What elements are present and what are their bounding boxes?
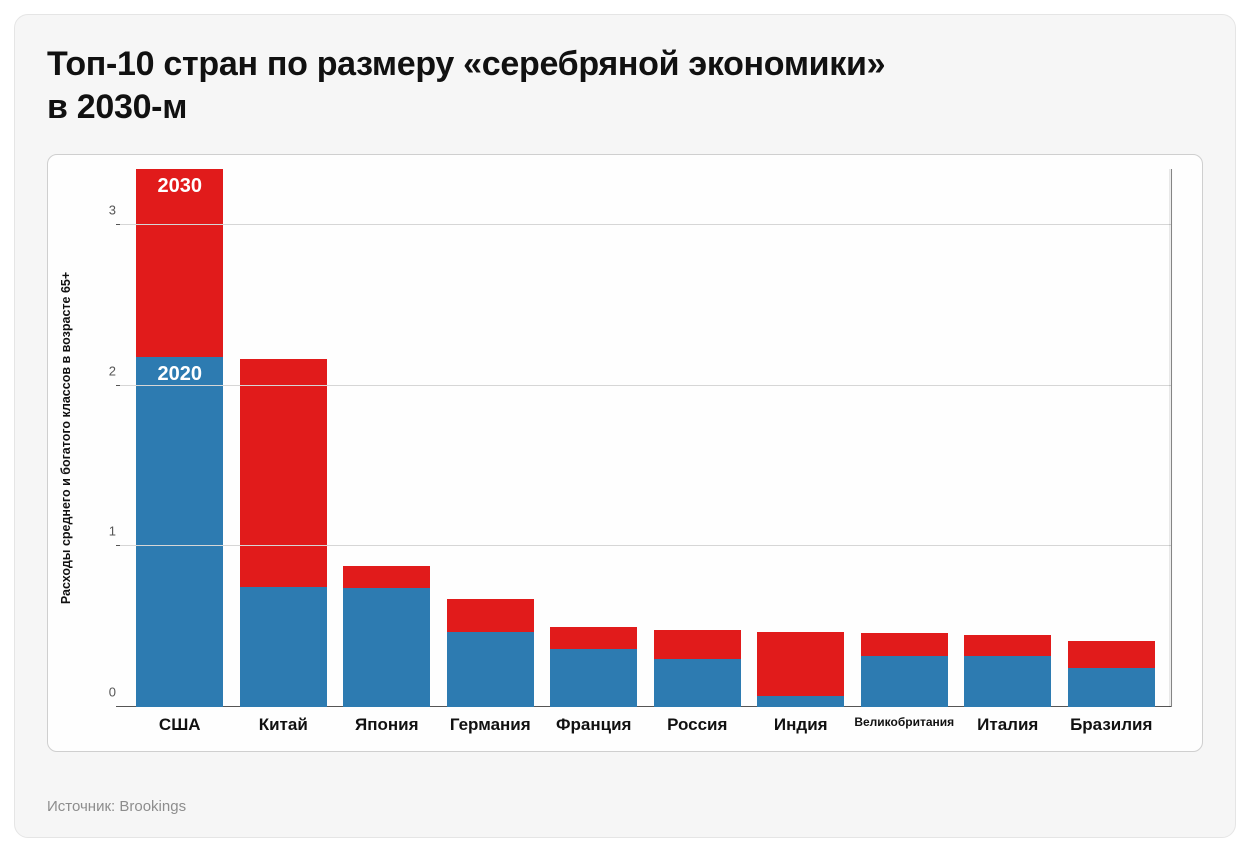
bar-segment-2030 <box>240 359 327 587</box>
bar <box>343 566 430 707</box>
x-axis-label: Италия <box>956 707 1060 735</box>
bar-slot: Великобритания <box>853 169 957 707</box>
bar-segment-2020 <box>447 632 534 707</box>
x-axis-label: Франция <box>542 707 646 735</box>
series-label-2030: 2030 <box>136 175 223 198</box>
y-tick <box>116 224 120 225</box>
chart-card: Топ-10 стран по размеру «серебряной экон… <box>14 14 1236 838</box>
bar <box>861 633 948 707</box>
bar <box>654 630 741 707</box>
bar-segment-2020 <box>550 649 637 707</box>
y-axis-title: Расходы среднего и богатого классов в во… <box>59 272 73 604</box>
bar-segment-2030 <box>343 566 430 588</box>
x-axis-label: Япония <box>335 707 439 735</box>
plot-area: 20302020СШАКитайЯпонияГерманияФранцияРос… <box>120 169 1172 707</box>
bar-segment-2020 <box>964 656 1051 707</box>
grid-line <box>120 385 1171 386</box>
y-tick-label: 3 <box>109 203 120 218</box>
x-axis-label: Индия <box>749 707 853 735</box>
bar-segment-2030 <box>550 627 637 649</box>
bar-segment-2030 <box>861 633 948 655</box>
x-axis-label: США <box>128 707 232 735</box>
bars-container: 20302020СШАКитайЯпонияГерманияФранцияРос… <box>120 169 1171 707</box>
bar-slot: Италия <box>956 169 1060 707</box>
bar-slot: 20302020США <box>128 169 232 707</box>
bar-segment-2030 <box>447 599 534 631</box>
x-axis-label: Бразилия <box>1060 707 1164 735</box>
x-axis-label: Германия <box>439 707 543 735</box>
bar-slot: Франция <box>542 169 646 707</box>
bar-segment-2020 <box>343 588 430 707</box>
title-line-1: Топ-10 стран по размеру «серебряной экон… <box>47 45 885 83</box>
chart-title: Топ-10 стран по размеру «серебряной экон… <box>47 43 1203 128</box>
bar-segment-2030 <box>757 632 844 696</box>
bar-segment-2020 <box>861 656 948 707</box>
bar-slot: Китай <box>232 169 336 707</box>
series-label-2020: 2020 <box>136 363 223 386</box>
source-text: Источник: Brookings <box>47 798 186 815</box>
y-tick-label: 0 <box>109 685 120 700</box>
y-tick-label: 1 <box>109 524 120 539</box>
bar-slot: Бразилия <box>1060 169 1164 707</box>
bar-slot: Германия <box>439 169 543 707</box>
bar <box>550 627 637 707</box>
plot-outer: Расходы среднего и богатого классов в во… <box>92 169 1172 707</box>
bar-segment-2030 <box>654 630 741 659</box>
bar-segment-2020 <box>757 696 844 707</box>
bar <box>757 632 844 707</box>
x-axis-label: Россия <box>646 707 750 735</box>
bar-segment-2020 <box>136 357 223 707</box>
grid-line <box>120 224 1171 225</box>
y-tick-label: 2 <box>109 363 120 378</box>
bar-segment-2020 <box>654 659 741 707</box>
bar <box>240 359 327 707</box>
bar-segment-2030 <box>1068 641 1155 668</box>
bar-slot: Япония <box>335 169 439 707</box>
bar <box>1068 641 1155 707</box>
x-axis-label: Великобритания <box>853 707 957 729</box>
bar <box>447 599 534 707</box>
chart-frame: Расходы среднего и богатого классов в во… <box>47 154 1203 752</box>
title-line-2: в 2030-м <box>47 88 187 126</box>
y-tick <box>116 706 120 707</box>
bar-segment-2030 <box>964 635 1051 656</box>
y-tick <box>116 385 120 386</box>
bar: 2030 2020 <box>136 169 223 707</box>
bar-slot: Россия <box>646 169 750 707</box>
bar <box>964 635 1051 707</box>
bar-segment-2020 <box>240 587 327 707</box>
bar-segment-2020 <box>1068 668 1155 707</box>
grid-line <box>120 545 1171 546</box>
bar-slot: Индия <box>749 169 853 707</box>
y-tick <box>116 545 120 546</box>
x-axis-label: Китай <box>232 707 336 735</box>
